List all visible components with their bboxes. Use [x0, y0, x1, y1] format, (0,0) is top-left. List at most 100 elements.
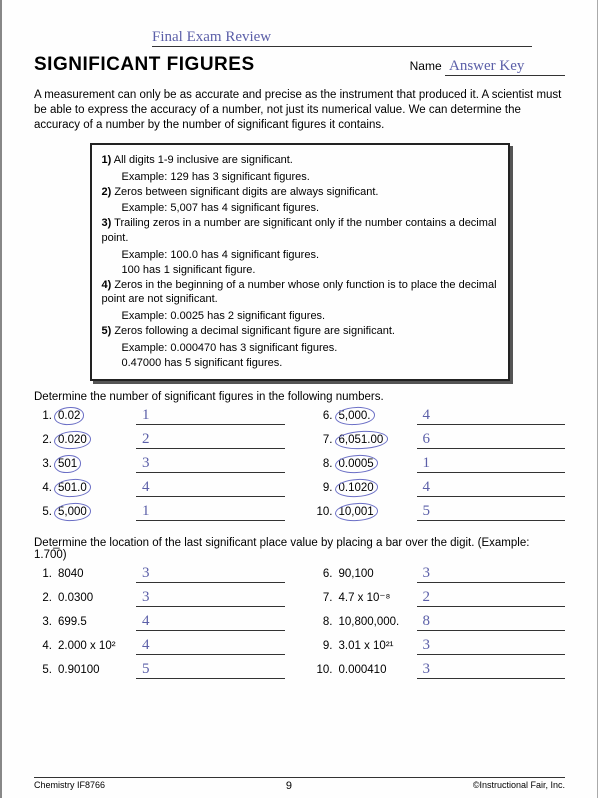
item-number: 4.: [34, 482, 52, 494]
circled-value: 0.020: [58, 434, 87, 446]
item-value: 0.0005: [339, 458, 411, 470]
answer-blank: 2: [417, 589, 566, 607]
answer-blank: 3: [136, 589, 285, 607]
problem-item: 10.0.0004103: [315, 661, 566, 679]
problem-item: 2.0.0202: [34, 431, 285, 449]
answer-blank: 5: [417, 503, 566, 521]
problem-item: 4.501.04: [34, 479, 285, 497]
item-number: 3.: [34, 616, 52, 628]
problem-item: 3.699.54: [34, 613, 285, 631]
section1-columns: 1.0.0212.0.02023.50134.501.045.5,0001 6.…: [34, 407, 565, 527]
rule-item: 2) Zeros between significant digits are …: [102, 185, 498, 200]
item-number: 5.: [34, 506, 52, 518]
rule-example: Example: 0.000470 has 3 significant figu…: [102, 341, 498, 356]
circled-value: 5,000.: [339, 410, 371, 422]
problem-item: 5. 0.90100 5: [34, 661, 285, 679]
problem-item: 6. 90,100 3: [315, 565, 566, 583]
item-number: 9.: [315, 640, 333, 652]
rule-example: Example: 100.0 has 4 significant figures…: [102, 248, 498, 263]
circled-value: 10,001: [339, 506, 374, 518]
rule-example: 0.47000 has 5 significant figures.: [102, 356, 498, 371]
item-number: 10.: [315, 664, 333, 676]
item-number: 1.: [34, 568, 52, 580]
item-number: 8.: [315, 458, 333, 470]
item-value: 0.90100: [58, 664, 130, 676]
problem-item: 8. 10,800,000. 8: [315, 613, 566, 631]
item-value: 5,000: [58, 506, 130, 518]
item-value: 8040: [58, 568, 130, 580]
handwritten-text: Final Exam Review: [152, 29, 271, 45]
rules-box: 1) All digits 1-9 inclusive are signific…: [90, 143, 510, 381]
answer-blank: 5: [136, 661, 285, 679]
answer-blank: 3: [417, 565, 566, 583]
rule-example: Example: 129 has 3 significant figures.: [102, 170, 498, 185]
item-value: 501: [58, 458, 130, 470]
item-number: 6.: [315, 568, 333, 580]
item-value: 0.0300: [58, 592, 130, 604]
rule-example: Example: 0.0025 has 2 significant figure…: [102, 309, 498, 324]
section1-right: 6. 5,000. 4 7.6,051.006 8. 0.0005 1 9. 0.1020 4 10…: [315, 407, 566, 527]
problem-item: 5. 5,000 1: [34, 503, 285, 521]
section2-columns: 1. 8040 3 2. 0.0300 3 3.699.54 4. 2.000 x 10² 4 5.…: [34, 565, 565, 685]
circled-value: 0.0005: [339, 458, 374, 470]
section2-left: 1. 8040 32. 0.0300 3 3.699.54 4. 2.000 x 10² 4 5.…: [34, 565, 285, 685]
problem-item: 7.4.7 x 10⁻⁸2: [315, 589, 566, 607]
item-number: 8.: [315, 616, 333, 628]
item-value: 6,051.00: [339, 434, 411, 446]
handwritten-heading: Final Exam Review: [152, 28, 532, 47]
item-number: 2.: [34, 592, 52, 604]
answer-blank: 4: [417, 407, 566, 425]
rule-example: Example: 5,007 has 4 significant figures…: [102, 201, 498, 216]
circled-value: 0.1020: [339, 482, 374, 494]
name-label: Name: [410, 59, 442, 73]
problem-item: 8. 0.0005 1: [315, 455, 566, 473]
intro-paragraph: A measurement can only be as accurate an…: [34, 88, 565, 133]
answer-blank: 4: [417, 479, 566, 497]
answer-blank: 1: [136, 407, 285, 425]
circled-value: 6,051.00: [339, 434, 384, 446]
circled-value: 501: [58, 458, 77, 470]
item-value: 2.000 x 10²: [58, 640, 130, 652]
rule-item: 3) Trailing zeros in a number are signif…: [102, 216, 498, 246]
footer-right: ©Instructional Fair, Inc.: [473, 780, 565, 792]
problem-item: 10. 10,001 5: [315, 503, 566, 521]
item-value: 3.01 x 10²¹: [339, 640, 411, 652]
answer-blank: 2: [136, 431, 285, 449]
problem-item: 3.5013: [34, 455, 285, 473]
answer-blank: 8: [417, 613, 566, 631]
problem-item: 1.0.021: [34, 407, 285, 425]
problem-item: 9. 3.01 x 10²¹ 3: [315, 637, 566, 655]
rule-item: 4) Zeros in the beginning of a number wh…: [102, 278, 498, 308]
rule-example: 100 has 1 significant figure.: [102, 263, 498, 278]
section2-label: Determine the location of the last signi…: [34, 537, 565, 561]
rule-item: 1) All digits 1-9 inclusive are signific…: [102, 153, 498, 168]
answer-blank: 4: [136, 637, 285, 655]
problem-item: 6. 5,000. 4: [315, 407, 566, 425]
problem-item: 4. 2.000 x 10² 4: [34, 637, 285, 655]
item-number: 9.: [315, 482, 333, 494]
problem-item: 7.6,051.006: [315, 431, 566, 449]
title-row: SIGNIFICANT FIGURES Name Answer Key: [34, 54, 565, 76]
item-value: 10,800,000.: [339, 616, 411, 628]
problem-item: 2. 0.0300 3: [34, 589, 285, 607]
item-number: 10.: [315, 506, 333, 518]
item-value: 0.1020: [339, 482, 411, 494]
item-value: 5,000.: [339, 410, 411, 422]
answer-blank: 1: [136, 503, 285, 521]
name-field: Name Answer Key: [410, 58, 565, 76]
item-value: 4.7 x 10⁻⁸: [339, 590, 411, 604]
answer-blank: 1: [417, 455, 566, 473]
item-number: 4.: [34, 640, 52, 652]
circled-value: 5,000: [58, 506, 87, 518]
circled-value: 501.0: [58, 482, 87, 494]
item-value: 90,100: [339, 568, 411, 580]
item-number: 3.: [34, 458, 52, 470]
answer-blank: 4: [136, 613, 285, 631]
page-footer: Chemistry IF8766 9 ©Instructional Fair, …: [34, 777, 565, 792]
answer-blank: 3: [417, 637, 566, 655]
circled-value: 0.02: [58, 410, 80, 422]
item-number: 5.: [34, 664, 52, 676]
section1-label: Determine the number of significant figu…: [34, 391, 565, 403]
item-number: 6.: [315, 410, 333, 422]
section2-right: 6.90,10037.4.7 x 10⁻⁸28.10,800,000.89.3.…: [315, 565, 566, 685]
